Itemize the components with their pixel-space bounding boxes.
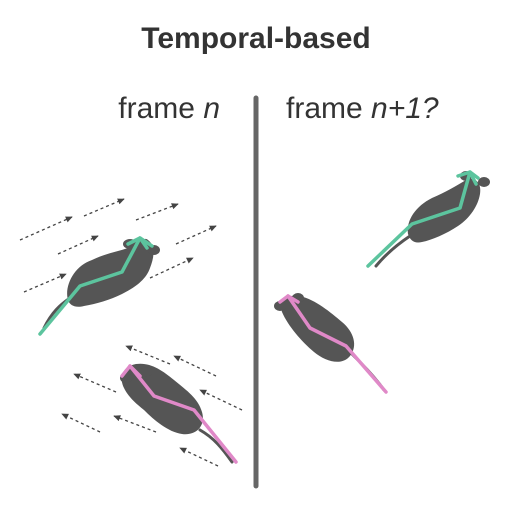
pink-mouse-frame-n-plus-1 <box>274 293 388 394</box>
skeleton-pink-head <box>128 364 142 378</box>
motion-arrow <box>199 389 243 411</box>
frame-n-label: frame n <box>118 92 220 126</box>
motion-arrow <box>175 225 217 245</box>
motion-arrows-green-mouse <box>19 198 217 293</box>
mouse-tail <box>374 234 412 268</box>
motion-arrow <box>23 273 67 293</box>
frame-n-plus-1-label: frame n+1? <box>286 92 439 126</box>
frame-n-label-var: n <box>203 92 220 125</box>
green-mouse-frame-n-plus-1 <box>366 170 490 268</box>
frame-n-plus-1-label-var: n+1? <box>371 92 439 125</box>
motion-arrow <box>19 216 73 241</box>
motion-arrow <box>179 447 219 467</box>
skeleton-green-head <box>456 170 478 186</box>
frame-n-label-prefix: frame <box>118 92 204 125</box>
motion-arrow <box>61 413 101 433</box>
skeleton-green-head <box>126 236 149 250</box>
title: Temporal-based <box>141 22 371 55</box>
motion-arrow <box>125 345 171 365</box>
motion-arrow <box>135 203 179 221</box>
skeleton-pink <box>278 294 388 394</box>
mouse-body <box>281 295 355 362</box>
mouse-ear <box>274 301 286 311</box>
motion-arrow <box>149 257 194 279</box>
mouse-ear <box>478 177 490 187</box>
mouse-ear <box>148 245 160 255</box>
mouse-tail <box>198 428 234 464</box>
motion-arrow <box>83 198 125 217</box>
motion-arrow <box>173 355 217 377</box>
motion-arrow <box>73 373 117 393</box>
mouse-body <box>407 178 481 243</box>
motion-arrow <box>113 415 157 433</box>
mouse-body <box>67 238 154 307</box>
green-mouse-frame-n <box>38 236 160 336</box>
frame-n-plus-1-label-prefix: frame <box>286 92 372 125</box>
mouse-ear <box>140 367 152 377</box>
pink-mouse-frame-n <box>120 363 238 464</box>
motion-arrow <box>57 235 99 255</box>
motion-arrows-pink-mouse <box>61 345 243 467</box>
skeleton-pink <box>120 364 238 464</box>
skeleton-pink-head <box>286 294 300 304</box>
